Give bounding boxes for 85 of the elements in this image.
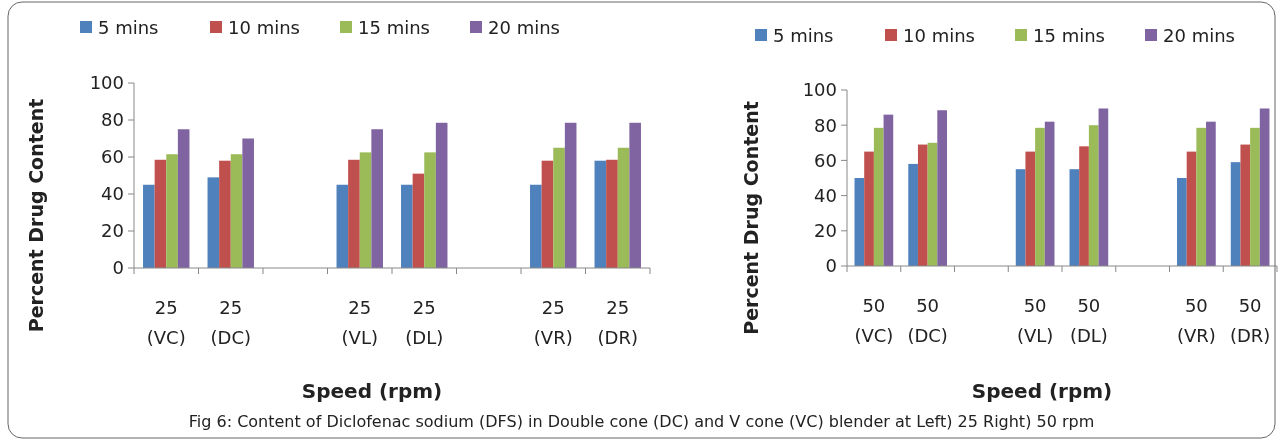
y-tick-label: 60: [101, 146, 124, 168]
y-tick-label: 40: [101, 183, 124, 205]
legend-label: 10 mins: [228, 17, 300, 39]
bar: [1177, 178, 1187, 266]
bar: [230, 154, 243, 268]
y-tick-label: 80: [814, 114, 837, 136]
bar: [873, 127, 884, 266]
legend-label: 20 mins: [1163, 25, 1235, 47]
x-tick-label: 25 (DR): [597, 297, 638, 348]
bar: [1206, 121, 1216, 266]
x-tick-label: 25 (DL): [405, 297, 444, 348]
y-tick-label: 100: [89, 72, 124, 94]
bar: [1015, 169, 1026, 266]
bar: [1035, 127, 1045, 266]
legend-label: 5 mins: [773, 25, 834, 47]
bar: [1025, 151, 1036, 266]
bar: [1044, 121, 1055, 266]
bar: [348, 159, 360, 268]
bar: [412, 173, 425, 268]
bar: [917, 144, 928, 266]
x-tick-label: 25 (DC): [210, 297, 251, 348]
legend-label: 20 mins: [488, 17, 560, 39]
bar: [336, 184, 349, 268]
y-tick-label: 40: [814, 184, 837, 206]
x-tick-label: 25 (VR): [533, 297, 573, 348]
bar: [1186, 151, 1197, 266]
bar: [1098, 108, 1109, 266]
bar: [1259, 108, 1270, 266]
y-tick-label: 80: [101, 109, 124, 131]
bar: [530, 184, 542, 268]
bar: [553, 147, 565, 268]
y-tick-label: 100: [802, 79, 837, 101]
x-tick-label: 25 (VL): [341, 297, 378, 348]
bar: [207, 177, 220, 268]
bar: [864, 151, 874, 266]
bar: [854, 178, 865, 266]
bar: [1240, 144, 1251, 266]
y-tick-label: 20: [814, 220, 837, 242]
bar: [1088, 125, 1099, 266]
x-tick-label: 50 (VL): [1016, 295, 1054, 346]
bar: [424, 152, 436, 268]
bar: [541, 160, 554, 268]
x-tick-label: 50 (VC): [854, 295, 894, 346]
bar: [629, 122, 641, 268]
bar: [371, 129, 383, 268]
bar: [1230, 162, 1241, 266]
x-axis-title: Speed (rpm): [971, 379, 1113, 403]
caption: Fig 6: Content of Diclofenac sodium (DFS) in Double cone (DC) and V cone (VC) blender at Left) 25 Right) 50 rpm: [188, 412, 1095, 431]
bar: [927, 142, 938, 266]
bar: [1250, 127, 1260, 266]
legend-label: 10 mins: [903, 25, 975, 47]
bar: [617, 147, 630, 268]
x-axis-title: Speed (rpm): [301, 379, 443, 403]
y-tick-label: 0: [112, 257, 124, 279]
bar: [154, 159, 167, 268]
bar: [937, 110, 947, 266]
y-axis-title: Percent Drug Content: [740, 101, 763, 335]
bar: [1069, 169, 1080, 266]
bar: [435, 122, 448, 268]
bar: [177, 129, 190, 268]
bar: [143, 184, 155, 268]
y-axis-title: Percent Drug Content: [25, 98, 48, 333]
bar: [606, 159, 618, 268]
legend-label: 15 mins: [1033, 25, 1105, 47]
x-tick-label: 50 (DR): [1229, 295, 1271, 346]
bar: [1196, 127, 1207, 266]
bar: [1079, 146, 1089, 266]
bar: [908, 163, 918, 266]
bar: [401, 184, 413, 268]
bar: [564, 122, 577, 268]
x-tick-label: 50 (DC): [907, 295, 948, 346]
bar: [594, 160, 607, 268]
x-tick-label: 25 (VC): [146, 297, 186, 348]
legend-label: 15 mins: [358, 17, 430, 39]
bar: [883, 114, 894, 266]
x-tick-label: 50 (DL): [1069, 295, 1108, 346]
bar: [359, 152, 372, 268]
y-tick-label: 0: [825, 255, 837, 277]
y-tick-label: 60: [814, 149, 837, 171]
bar: [219, 160, 231, 268]
x-tick-label: 50 (VR): [1176, 295, 1216, 346]
bar: [166, 154, 178, 268]
legend-label: 5 mins: [98, 17, 159, 39]
y-tick-label: 20: [101, 220, 124, 242]
bar: [242, 138, 254, 268]
